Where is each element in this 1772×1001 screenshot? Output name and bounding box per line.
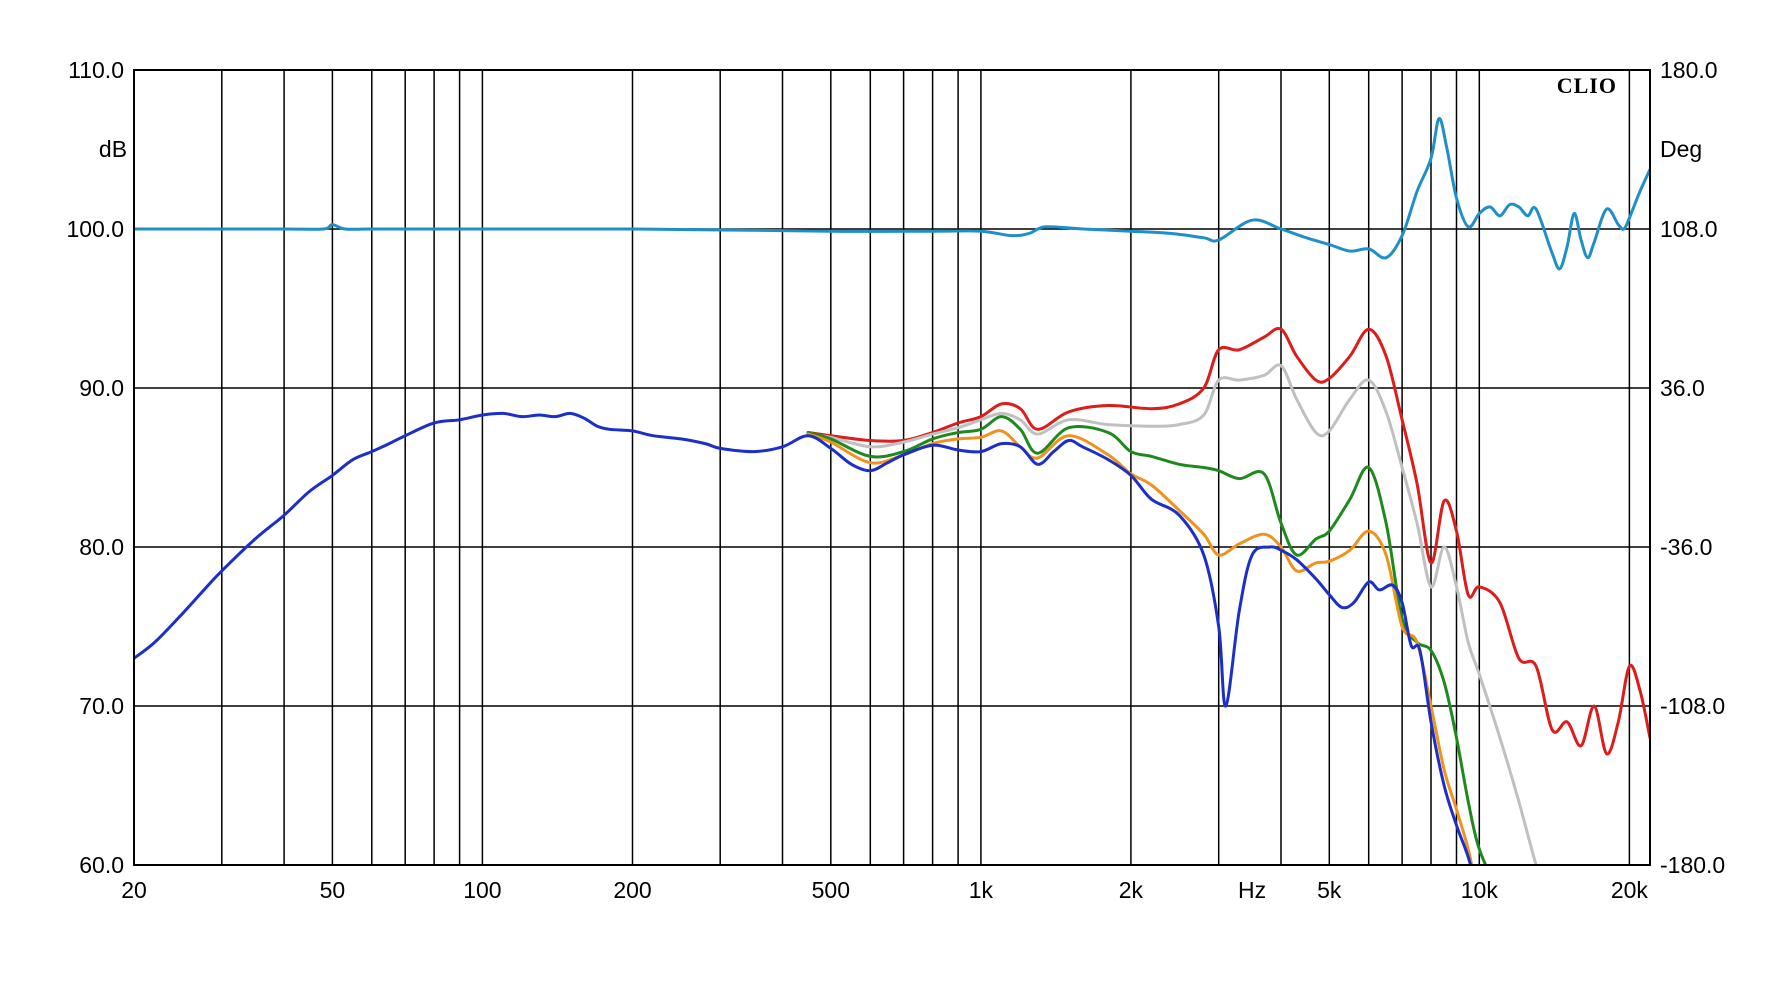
x-tick-label: 10k: [1461, 877, 1499, 903]
x-tick-label: 50: [320, 877, 346, 903]
right-tick-label: -108.0: [1660, 693, 1725, 719]
left-tick-label: 60.0: [79, 852, 124, 878]
series-line-blue: [134, 411, 1473, 865]
x-tick-label: Hz: [1238, 877, 1266, 903]
right-tick-label: 180.0: [1660, 57, 1718, 83]
right-tick-label: 36.0: [1660, 375, 1705, 401]
left-tick-label: 80.0: [79, 534, 124, 560]
x-tick-label: 100: [463, 877, 501, 903]
left-tick-label: 100.0: [66, 216, 124, 242]
right-axis-tick-labels: 180.0 108.0 36.0 -36.0 -108.0 -180.0: [1660, 57, 1725, 878]
series-traces: [134, 117, 1650, 865]
x-tick-label: 200: [613, 877, 651, 903]
x-axis-tick-labels: 20 50 100 200 500 1k 2k Hz 5k 10k 20k: [121, 877, 1648, 903]
left-axis-unit-label: dB: [99, 136, 127, 162]
left-tick-label: 90.0: [79, 375, 124, 401]
x-tick-label: 2k: [1119, 877, 1144, 903]
series-line-gray: [806, 363, 1538, 865]
series-line-red: [806, 326, 1650, 756]
grid-lines: [134, 69, 1650, 866]
x-tick-label: 1k: [969, 877, 994, 903]
right-tick-label: 108.0: [1660, 216, 1718, 242]
x-tick-label: 500: [812, 877, 850, 903]
x-tick-label: 20k: [1611, 877, 1649, 903]
x-tick-label: 20: [121, 877, 147, 903]
plot-frame: [133, 69, 1651, 866]
left-tick-label: 110.0: [68, 57, 124, 83]
clio-brand-label: CLIO: [1557, 73, 1617, 98]
series-line-green: [806, 415, 1488, 865]
right-axis-unit-label: Deg: [1660, 136, 1702, 162]
left-axis-tick-labels: 110.0 100.0 90.0 80.0 70.0 60.0: [66, 57, 124, 878]
left-tick-label: 70.0: [79, 693, 124, 719]
series-line-phase: [134, 117, 1650, 271]
x-tick-label: 5k: [1317, 877, 1342, 903]
right-tick-label: -36.0: [1660, 534, 1712, 560]
right-tick-label: -180.0: [1660, 852, 1725, 878]
